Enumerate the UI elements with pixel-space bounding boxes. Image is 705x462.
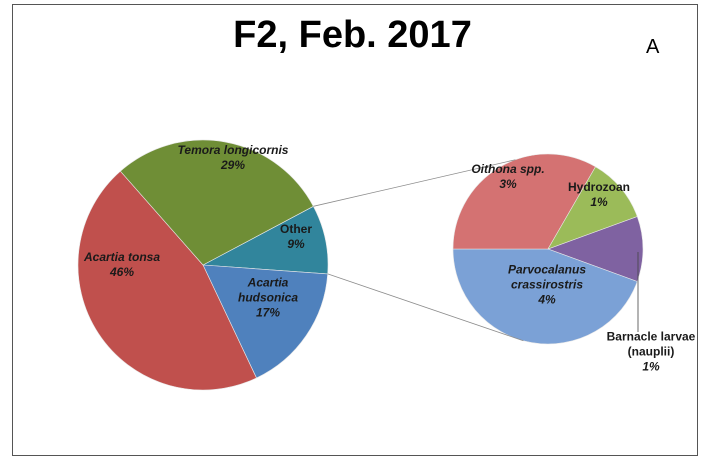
category-label: Acartia hudsonica — [237, 275, 298, 305]
slice-label: Acartia tonsa 46% — [67, 250, 177, 280]
chart-title: F2, Feb. 2017 — [233, 14, 472, 56]
pie-slice — [77, 170, 257, 391]
value-label: 9% — [287, 237, 305, 251]
pie-slice — [452, 153, 596, 250]
value-label: 4% — [538, 292, 556, 307]
value-label: 1% — [590, 195, 608, 209]
category-label: Barnacle larvae (nauplii) — [606, 329, 696, 359]
slice-label: Temora longicornis 29% — [163, 143, 303, 173]
value-label: 1% — [642, 359, 660, 374]
value-label: 17% — [255, 305, 281, 320]
slice-label: Acartia hudsonica 17% — [228, 276, 308, 321]
connector-line — [327, 273, 524, 342]
category-label: Oithona spp. — [471, 162, 545, 176]
pie-slice — [202, 264, 329, 379]
pie-slice — [547, 166, 638, 250]
pie-slice — [452, 248, 638, 345]
value-label: 3% — [499, 177, 517, 191]
category-label: Acartia tonsa — [83, 250, 161, 264]
slice-label: Parvocalanus crassirostris 4% — [492, 263, 602, 308]
pie-slice — [119, 139, 314, 266]
connector-line — [313, 159, 516, 207]
slice-label: Hydrozoan 1% — [559, 180, 639, 210]
value-label: 29% — [220, 158, 246, 172]
slice-label: Oithona spp. 3% — [463, 162, 553, 192]
category-label: Hydrozoan — [567, 180, 630, 194]
category-label: Temora longicornis — [177, 143, 289, 157]
annotation: A — [646, 36, 660, 58]
chart-border — [12, 4, 698, 456]
slice-label: Other 9% — [266, 222, 326, 252]
value-label: 46% — [109, 265, 135, 279]
category-label: Parvocalanus crassirostris — [507, 262, 587, 292]
slice-label: Barnacle larvae (nauplii) 1% — [596, 330, 705, 375]
category-label: Other — [279, 222, 312, 236]
